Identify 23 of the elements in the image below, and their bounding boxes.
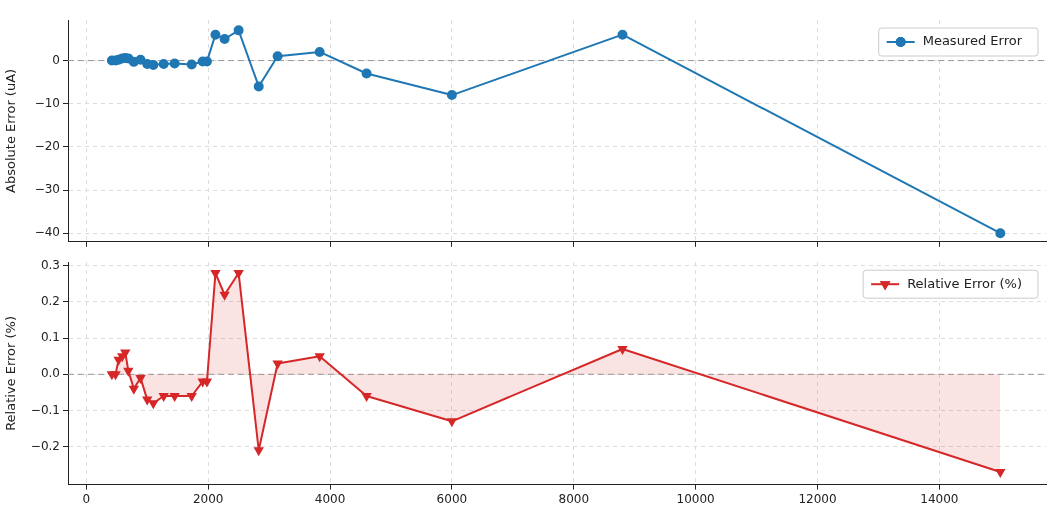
y-tick-label: 0.3 [40,257,60,272]
y-axis-title: Relative Error (%) [3,315,19,431]
y-tick-label: 0.1 [40,330,60,345]
x-tick-label: 2000 [192,491,224,506]
x-tick-label: 10000 [676,491,715,506]
x-tick-label: 4000 [314,491,346,506]
y-tick-label: −20 [34,138,60,153]
x-tick-label: 14000 [920,491,959,506]
y-tick-label: −0.2 [30,438,60,453]
y-tick-label: −0.1 [30,402,60,417]
legend-label: Relative Error (%) [907,275,1022,291]
y-tick-label: −30 [34,182,60,197]
x-tick-label: 0 [82,491,91,506]
y-axis-title: Absolute Error (uA) [3,68,19,193]
x-tick-label: 6000 [436,491,468,506]
x-tick-label: 12000 [798,491,837,506]
y-tick-label: 0.2 [40,294,60,309]
y-tick-label: −40 [34,225,60,240]
y-tick-label: 0 [52,52,60,67]
legend-label: Measured Error [922,33,1023,49]
y-tick-label: 0.0 [40,366,60,381]
x-tick-label: 8000 [558,491,590,506]
y-tick-label: −10 [34,95,60,110]
